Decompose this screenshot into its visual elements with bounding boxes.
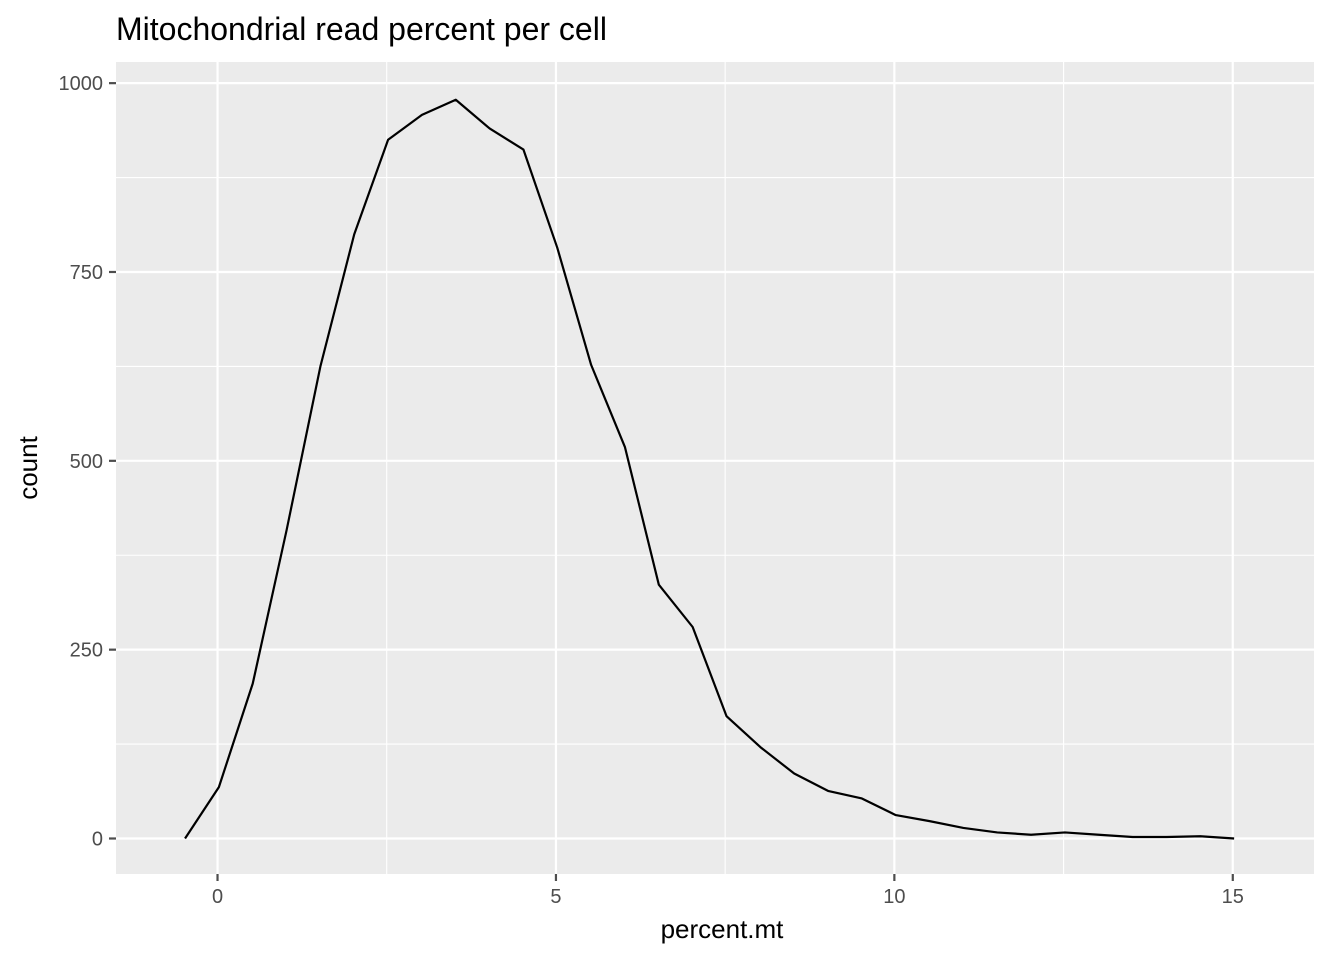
series-line-0 — [184, 98, 1235, 840]
x-tick-label: 0 — [212, 886, 223, 908]
x-axis: 0 5 10 15 — [212, 874, 1244, 908]
series-layer — [184, 98, 1235, 840]
y-tick-label: 500 — [70, 451, 103, 473]
y-tick-label: 1000 — [59, 73, 104, 95]
plot-panel — [116, 62, 1314, 874]
x-tick-label: 5 — [550, 886, 561, 908]
x-tick-label: 15 — [1222, 886, 1244, 908]
y-axis: 0 250 500 750 1000 — [59, 73, 116, 850]
y-axis-title: count — [13, 435, 43, 499]
x-axis-title: percent.mt — [661, 914, 785, 944]
y-tick-label: 0 — [92, 828, 103, 850]
grid-minor — [116, 62, 1314, 874]
x-tick-label: 10 — [883, 886, 905, 908]
chart-title: Mitochondrial read percent per cell — [116, 11, 607, 47]
y-tick-label: 750 — [70, 262, 103, 284]
y-tick-label: 250 — [70, 640, 103, 662]
grid-major — [116, 62, 1314, 874]
